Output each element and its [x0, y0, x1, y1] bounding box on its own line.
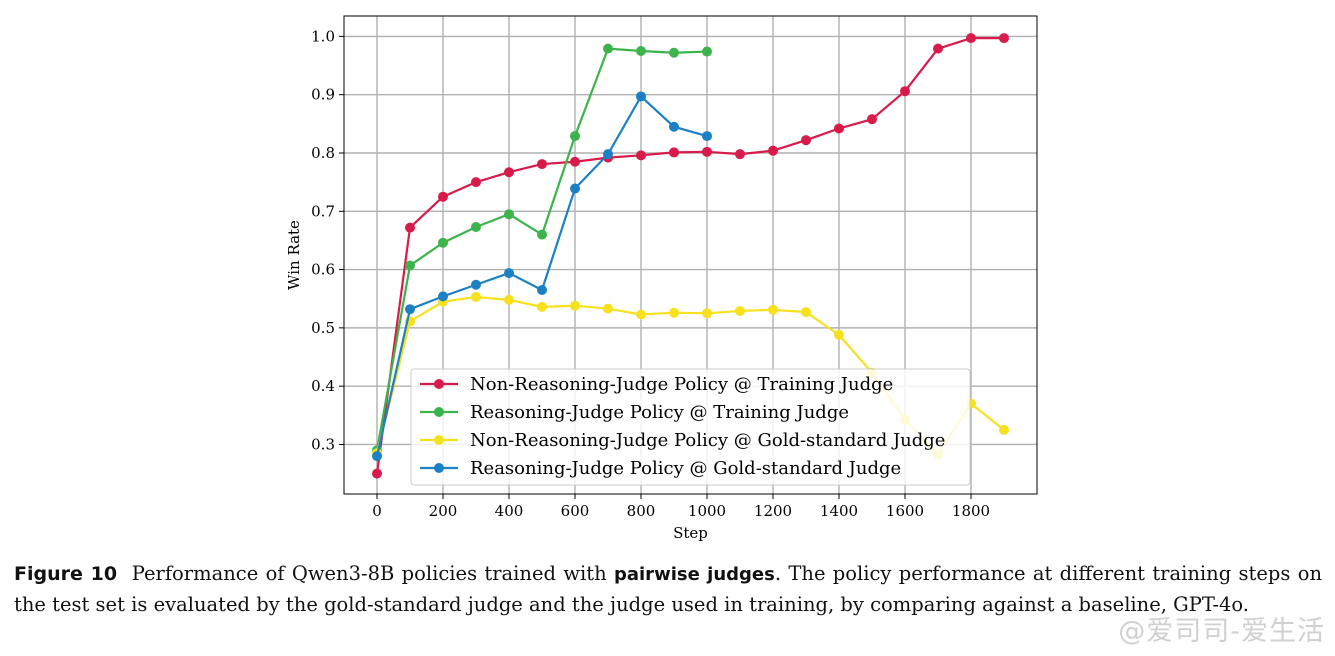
x-tick-label: 0 [372, 502, 382, 520]
y-tick-label: 0.8 [311, 144, 335, 162]
data-point [570, 183, 580, 194]
y-axis-label: Win Rate [285, 220, 303, 290]
legend-swatch-marker [434, 407, 444, 417]
x-tick-label: 200 [429, 502, 458, 520]
y-tick-label: 0.4 [311, 377, 335, 395]
data-point [636, 309, 646, 320]
x-tick-label: 1600 [886, 502, 924, 520]
data-point [768, 304, 778, 315]
data-point [669, 147, 679, 158]
data-point [603, 303, 613, 314]
data-point [537, 301, 547, 312]
data-point [471, 222, 481, 233]
data-point [537, 284, 547, 295]
data-point [702, 46, 712, 57]
data-point [702, 131, 712, 142]
x-tick-label: 400 [495, 502, 524, 520]
data-point [471, 279, 481, 290]
data-point [834, 123, 844, 134]
data-point [669, 47, 679, 58]
data-point [438, 237, 448, 248]
data-point [636, 45, 646, 56]
data-point [867, 114, 877, 125]
data-point [933, 43, 943, 54]
legend: Non-Reasoning-Judge Policy @ Training Ju… [410, 368, 971, 486]
x-tick-label: 1400 [820, 502, 858, 520]
axis-ticks: 0 200 400 600 800 1000 1200 1400 1600 1800 0.3 0.4 0… [311, 27, 990, 520]
legend-swatch-marker [434, 379, 444, 389]
figure-caption: Figure 10 Performance of Qwen3-8B polici… [14, 559, 1322, 620]
data-point [834, 329, 844, 340]
data-point [438, 291, 448, 302]
legend-entry-label: Reasoning-Judge Policy @ Gold-standard J… [470, 458, 901, 479]
data-point [702, 146, 712, 157]
data-point [735, 149, 745, 160]
x-tick-label: 1200 [754, 502, 792, 520]
data-point [669, 307, 679, 318]
data-point [570, 131, 580, 142]
data-point [372, 451, 382, 462]
data-point [471, 291, 481, 302]
y-tick-label: 0.5 [311, 319, 335, 337]
data-point [570, 300, 580, 311]
watermark: @爱司司-爱生活 [1118, 616, 1325, 647]
series-group [372, 33, 1009, 479]
y-tick-label: 0.3 [311, 435, 335, 453]
data-point [636, 150, 646, 161]
data-point [405, 222, 415, 233]
data-point [372, 468, 382, 479]
data-point [900, 86, 910, 97]
data-point [999, 424, 1009, 435]
data-point [636, 91, 646, 102]
legend-swatch-marker [434, 435, 444, 445]
data-point [966, 33, 976, 44]
data-point [669, 121, 679, 132]
data-point [537, 159, 547, 170]
series-group [372, 43, 712, 456]
data-point [504, 294, 514, 305]
data-point [504, 167, 514, 178]
x-tick-label: 1000 [688, 502, 726, 520]
data-point [702, 308, 712, 319]
y-tick-label: 0.7 [311, 202, 335, 220]
caption-bold-text: pairwise judges [613, 564, 775, 585]
caption-text-after: . The policy performance at different tr… [14, 562, 1322, 616]
x-tick-label: 600 [561, 502, 590, 520]
y-tick-label: 0.9 [311, 86, 335, 104]
data-point [537, 229, 547, 240]
data-point [405, 304, 415, 315]
series-group [372, 91, 712, 462]
legend-swatch-marker [434, 463, 444, 473]
caption-text-before: Performance of Qwen3-8B policies trained… [131, 562, 607, 585]
legend-entry-label: Non-Reasoning-Judge Policy @ Training Ju… [470, 374, 893, 395]
data-point [801, 307, 811, 318]
data-point [801, 135, 811, 146]
legend-box [410, 368, 971, 486]
data-point [603, 149, 613, 160]
data-point [405, 260, 415, 271]
data-point [999, 33, 1009, 44]
series-line [375, 37, 1004, 474]
plot-frame [343, 15, 1038, 495]
data-point [504, 209, 514, 220]
legend-entry-label: Non-Reasoning-Judge Policy @ Gold-standa… [470, 430, 945, 451]
x-tick-label: 800 [627, 502, 656, 520]
data-point [735, 305, 745, 316]
data-point [768, 145, 778, 156]
data-point [471, 177, 481, 188]
legend-entry-label: Reasoning-Judge Policy @ Training Judge [470, 402, 849, 423]
data-point [603, 43, 613, 54]
caption-label: Figure 10 [14, 563, 118, 585]
y-tick-label: 0.6 [311, 261, 335, 279]
win-rate-line-chart: 0 200 400 600 800 1000 1200 1400 1600 1800 0.3 0.4 0… [285, 15, 1038, 542]
data-point [504, 268, 514, 279]
data-point [570, 156, 580, 167]
x-axis-label: Step [673, 524, 708, 542]
x-tick-label: 1800 [952, 502, 990, 520]
y-tick-label: 1.0 [311, 27, 335, 45]
data-point [438, 191, 448, 202]
